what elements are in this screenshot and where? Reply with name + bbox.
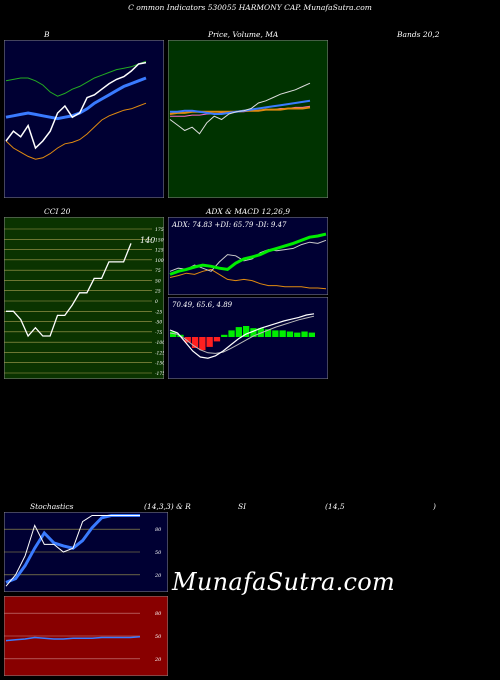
rsi-tick-label: 20 xyxy=(154,657,162,663)
watermark: MunafaSutra.com xyxy=(172,568,396,596)
rsi-series xyxy=(5,636,141,642)
bollinger-label: B xyxy=(44,30,50,39)
stoch-label-c: SI xyxy=(238,502,247,511)
rsi-chart: 80 50 20 xyxy=(4,596,168,676)
macd-hist-bar xyxy=(199,337,206,351)
macd-hist-bar xyxy=(272,330,279,337)
stoch-tick-label: 20 xyxy=(154,573,162,579)
macd-hist-bar xyxy=(228,330,235,337)
price-ma-label: Price, Volume, MA xyxy=(208,30,279,39)
cci-tick-label: 150 xyxy=(155,237,164,243)
cci-tick-label: -75 xyxy=(155,330,162,336)
cci-line xyxy=(6,243,132,338)
boll-upper-line xyxy=(5,60,147,97)
adx-bg xyxy=(168,217,328,295)
cci-series xyxy=(6,243,132,338)
cci-tick-label: 25 xyxy=(154,289,161,295)
macd-histogram xyxy=(170,326,315,351)
adx-value-label: ADX: 74.83 +DI: 65.79 -DI: 9.47 xyxy=(171,221,287,229)
macd-hist-bar xyxy=(191,337,199,348)
cci-tick-label: -100 xyxy=(155,340,164,346)
price-ma-bg xyxy=(168,40,328,198)
price-ma-chart xyxy=(168,40,328,198)
macd-signal-line xyxy=(169,315,315,354)
adx-series xyxy=(169,232,327,290)
macd-hist-bar xyxy=(294,332,301,337)
macd-hist-bar xyxy=(206,337,213,347)
rsi-tick-label: 50 xyxy=(155,634,162,640)
rsi-grid: 80 50 20 xyxy=(4,611,162,663)
adx-chart: ADX: 74.83 +DI: 65.79 -DI: 9.47 xyxy=(168,217,328,295)
cci-tick-label: 175 xyxy=(155,227,164,233)
stochastics-chart: 80 50 20 xyxy=(4,512,168,592)
cci-tick-label: 75 xyxy=(155,268,161,274)
stoch-tick-label: 80 xyxy=(155,527,162,533)
macd-hist-bar xyxy=(170,331,177,337)
macd-hist-bar xyxy=(243,326,250,337)
boll-price-line xyxy=(5,61,147,150)
cci-chart: 175 150 125 100 75 50 25 0 -25 -50 -75 -100 -125 -150… xyxy=(4,217,164,379)
bollinger-series xyxy=(5,60,147,160)
rsi-line xyxy=(5,636,141,642)
cci-tick-label: -175 xyxy=(155,371,164,377)
macd-value-label: 70.49, 65.6, 4.89 xyxy=(172,301,233,309)
rsi-tick-label: 80 xyxy=(155,611,162,617)
stoch-label-a: Stochastics xyxy=(30,502,74,511)
adx-macd-label: ADX & MACD 12,26,9 xyxy=(206,207,291,216)
cci-tick-label: -150 xyxy=(155,361,164,367)
stoch-tick-label: 50 xyxy=(155,550,162,556)
macd-hist-bar xyxy=(213,337,221,342)
stoch-label-d: (14,5 xyxy=(325,502,345,511)
macd-hist-bar xyxy=(264,329,272,337)
stoch-k-line xyxy=(5,515,140,587)
cci-tick-label: -125 xyxy=(155,350,164,356)
cci-grid: 175 150 125 100 75 50 25 0 -25 -50 -75 -100 -125 -150… xyxy=(4,227,164,377)
minus-di-line xyxy=(169,268,327,290)
page-title: C ommon Indicators 530055 HARMONY CAP. M… xyxy=(128,3,372,12)
cci-tick-label: 50 xyxy=(155,278,161,284)
cci-tick-label: 100 xyxy=(155,258,164,264)
price-line xyxy=(169,82,311,135)
macd-hist-bar xyxy=(250,328,257,337)
macd-hist-bar xyxy=(184,337,191,343)
cci-tick-label: -50 xyxy=(155,320,162,326)
bollinger-bg xyxy=(4,40,164,198)
macd-chart: 70.49, 65.6, 4.89 xyxy=(168,297,328,379)
cci-label: CCI 20 xyxy=(44,207,71,216)
macd-series xyxy=(169,313,315,359)
cci-bg xyxy=(4,217,164,379)
cci-tick-label: 0 xyxy=(155,299,158,305)
bands-label: Bands 20,2 xyxy=(397,30,440,39)
adx-line xyxy=(169,232,327,276)
cci-tick-label: 125 xyxy=(155,248,164,254)
cci-tick-label: -25 xyxy=(155,309,162,315)
cci-value-label: 140 xyxy=(140,236,155,245)
stoch-label-e: ) xyxy=(433,502,436,511)
stoch-label-b: (14,3,3) & R xyxy=(144,502,191,511)
macd-line xyxy=(169,313,315,359)
macd-hist-bar xyxy=(235,327,242,337)
boll-lower-line xyxy=(5,102,147,160)
stoch-series xyxy=(5,514,140,587)
macd-hist-bar xyxy=(301,331,308,337)
price-ma-series xyxy=(169,82,311,135)
bollinger-chart xyxy=(4,40,164,198)
macd-hist-bar xyxy=(286,331,294,337)
macd-hist-bar xyxy=(221,334,228,337)
macd-hist-bar xyxy=(279,330,286,337)
macd-hist-bar xyxy=(308,332,315,337)
